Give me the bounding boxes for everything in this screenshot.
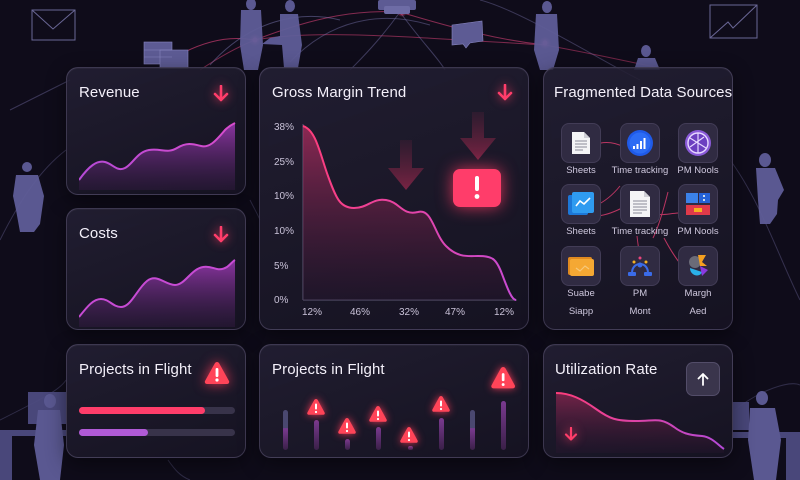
source-tile-pm[interactable] [620,246,660,286]
utilization-area-chart [556,392,725,453]
arrow-down-icon [497,84,513,101]
exclamation-icon [474,176,480,199]
arrow-down-icon [213,85,229,102]
puzzle-icon [689,255,708,276]
decorative-down-arrow [460,112,496,160]
source-tile-pm-tools-2[interactable] [678,184,718,224]
y-axis-label: 5% [274,261,289,272]
y-axis-label: 0% [274,295,289,306]
source-footer-label: Mont [629,306,651,317]
source-footer-label: Siapp [568,306,594,317]
source-label: PM Nools [677,165,719,176]
gross-margin-area-chart [302,124,517,301]
source-tile-time-tracking-2[interactable] [620,184,660,224]
card-title: Costs [79,225,118,242]
projects-bar-chart [283,367,515,450]
utilization-card[interactable]: Utilization Rate [543,344,733,458]
x-axis-label: 12% [494,307,515,318]
costs-area-chart [79,259,236,327]
y-axis-label: 25% [274,157,295,168]
source-label: PM [632,288,648,299]
x-axis-label: 46% [350,307,371,318]
arrow-down-icon [213,226,229,243]
document-icon [630,191,650,217]
source-tile-margh[interactable] [678,246,718,286]
progress-bar-2 [79,429,235,436]
source-label: Suabe [567,288,595,299]
source-footer-label: Aed [689,306,707,317]
x-axis-label: 32% [399,307,420,318]
source-tile-sheets-2[interactable] [561,184,601,224]
source-label: Margh [684,288,712,299]
gross-margin-card[interactable]: Gross Margin Trend 38% 25% 10% 10% 5% 0% [259,67,529,330]
source-tile-suabe[interactable] [561,246,601,286]
revenue-card[interactable]: Revenue [66,67,246,195]
y-axis-label: 10% [274,226,295,237]
source-tile-time-tracking[interactable] [620,123,660,163]
card-title: Projects in Flight [272,361,385,378]
arrow-down-icon [564,427,578,441]
y-axis-label: 10% [274,191,295,202]
card-title: Gross Margin Trend [272,84,407,101]
line-chart-icon [568,192,594,215]
workflow-icon [628,256,652,276]
dashboard-icon [686,193,710,215]
projects-progress-card[interactable]: Projects in Flight [66,344,246,458]
source-label: Time tracking [611,165,669,176]
envelope-icon-left [31,9,76,41]
costs-card[interactable]: Costs [66,208,246,330]
folder-icon [568,257,594,276]
card-title: Fragmented Data Sources [554,84,733,101]
source-tile-pm-tools[interactable] [678,123,718,163]
alert-badge[interactable] [453,169,501,207]
document-icon [572,132,590,154]
decorative-down-arrow [388,140,424,190]
source-label: Time tracking [611,226,669,237]
y-axis-label: 38% [274,122,295,133]
source-label: Sheets [566,165,596,176]
envelope-icon-right [709,4,758,39]
globe-icon [685,130,711,156]
x-axis-label: 47% [445,307,466,318]
projects-flight-card[interactable]: Projects in Flight [259,344,529,458]
card-title: Projects in Flight [79,361,192,378]
warning-icon [204,362,230,384]
card-title: Utilization Rate [555,361,658,378]
expand-button[interactable] [686,362,720,396]
source-label: PM Nools [677,226,719,237]
revenue-area-chart [79,122,236,190]
source-tile-sheets[interactable] [561,123,601,163]
card-title: Revenue [79,84,140,101]
progress-bar-1 [79,407,235,414]
arrow-up-icon [697,373,709,386]
bar-chart-icon [627,130,653,156]
source-label: Sheets [566,226,596,237]
data-sources-card[interactable]: Fragmented Data Sources Sheets Time trac… [543,67,733,330]
x-axis-label: 12% [302,307,323,318]
